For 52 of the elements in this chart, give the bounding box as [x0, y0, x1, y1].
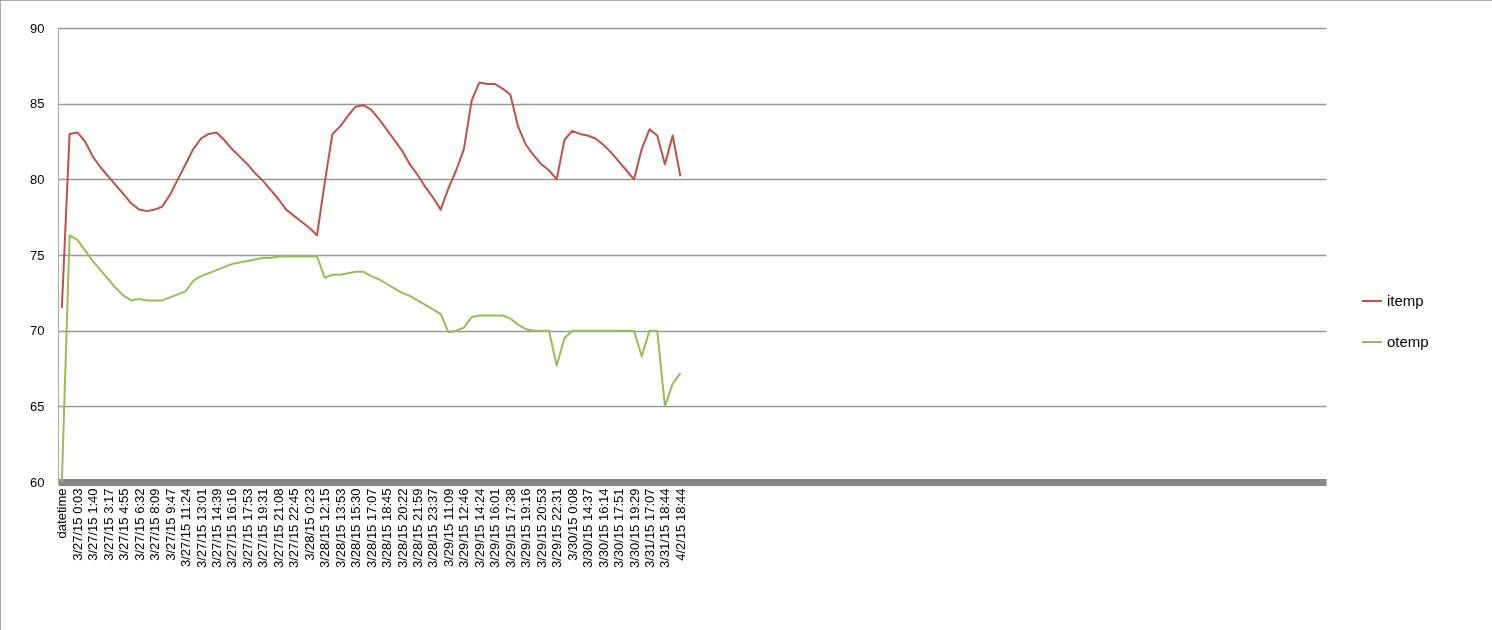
- x-tick-label: 3/28/15 0:23: [301, 488, 317, 561]
- x-tick-label: 3/28/15 23:37: [425, 488, 441, 569]
- x-tick-label: 3/27/15 8:09: [147, 488, 163, 561]
- x-tick-label: 3/28/15 17:07: [363, 488, 379, 569]
- legend-label: itemp: [1387, 292, 1424, 309]
- x-tick-label: 3/28/15 13:53: [332, 488, 348, 569]
- x-tick-label: 3/27/15 16:16: [224, 488, 240, 569]
- y-tick-label: 90: [30, 20, 45, 36]
- x-tick-label: 3/28/15 18:45: [379, 488, 395, 569]
- x-tick-label: 3/29/15 11:09: [440, 488, 456, 568]
- x-tick-label: 3/30/15 16:14: [595, 488, 611, 569]
- line-series: [60, 81, 682, 309]
- x-tick-label: 3/29/15 14:24: [471, 488, 487, 569]
- x-tick-label: 3/28/15 20:22: [394, 488, 410, 569]
- x-tick-label: 3/27/15 13:01: [193, 488, 209, 569]
- x-tick-label: 3/29/15 12:46: [456, 488, 472, 569]
- x-tick-label: 3/30/15 14:37: [580, 488, 596, 569]
- x-tick-label: 3/31/15 17:07: [641, 488, 657, 569]
- x-tick-label: 3/27/15 19:31: [255, 488, 271, 569]
- x-tick-label: 3/29/15 22:31: [549, 488, 565, 569]
- legend-label: otemp: [1387, 333, 1429, 350]
- y-tick-label: 80: [30, 171, 45, 187]
- x-tick-label: 3/29/15 16:01: [487, 488, 503, 569]
- x-tick-label: 3/27/15 6:32: [131, 488, 147, 561]
- x-tick-label: 4/2/15 18:44: [672, 488, 688, 561]
- x-tick-label: 3/27/15 21:08: [270, 488, 286, 569]
- x-tick-label: 3/27/15 17:53: [239, 488, 255, 569]
- x-tick-label: 3/28/15 15:30: [348, 488, 364, 569]
- x-tick-label: 3/27/15 9:47: [162, 488, 178, 561]
- x-tick-label: 3/27/15 4:55: [116, 488, 132, 561]
- x-tick-label: datetime: [54, 488, 70, 539]
- x-tick-label: 3/27/15 11:24: [178, 488, 194, 568]
- x-tick-label: 3/27/15 0:03: [69, 488, 85, 561]
- x-tick-label: 3/29/15 19:16: [518, 488, 534, 569]
- y-tick-label: 70: [30, 323, 45, 339]
- x-tick-label: 3/31/15 18:44: [657, 488, 673, 569]
- x-tick-label: 3/30/15 0:08: [564, 488, 580, 561]
- x-tick-label: 3/27/15 3:17: [100, 488, 116, 561]
- x-tick-label: 3/27/15 14:39: [209, 488, 224, 569]
- x-tick-label: 3/27/15 1:40: [85, 488, 101, 561]
- y-tick-label: 65: [30, 398, 45, 414]
- y-tick-label: 75: [30, 247, 45, 263]
- x-tick-label: 3/29/15 17:38: [502, 488, 518, 569]
- x-tick-label: 3/30/15 19:29: [626, 488, 642, 569]
- line-series: [60, 234, 682, 483]
- x-tick-label: 3/28/15 21:59: [410, 488, 426, 569]
- y-tick-label: 60: [30, 474, 45, 490]
- x-tick-label: 3/28/15 12:15: [317, 488, 333, 569]
- x-tick-label: 3/30/15 17:51: [611, 488, 627, 569]
- x-tick-label: 3/27/15 22:45: [286, 488, 302, 569]
- x-tick-label: 3/29/15 20:53: [533, 488, 549, 569]
- y-tick-label: 85: [30, 96, 45, 112]
